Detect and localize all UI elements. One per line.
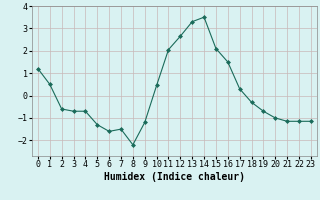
X-axis label: Humidex (Indice chaleur): Humidex (Indice chaleur) — [104, 172, 245, 182]
